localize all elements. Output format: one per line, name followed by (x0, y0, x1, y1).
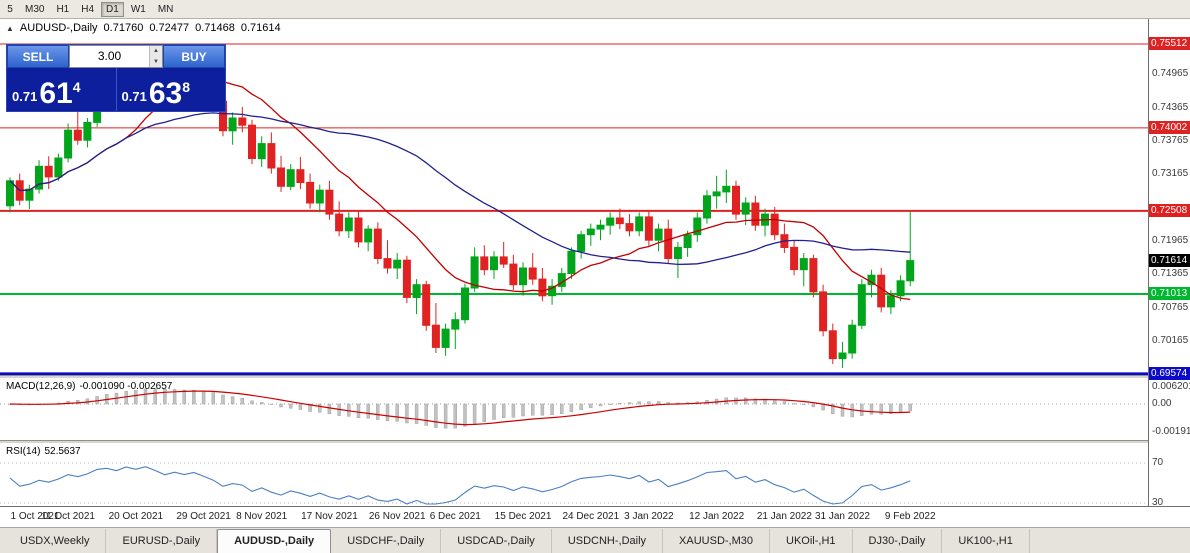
ohlc-open: 0.71760 (103, 22, 144, 34)
price-axis-tick: 0.74365 (1152, 101, 1189, 113)
timeframe-button-5[interactable]: 5 (7, 3, 13, 15)
time-axis-label: 24 Dec 2021 (562, 511, 620, 522)
price-axis-tick: 0.70765 (1152, 301, 1189, 313)
sell-button[interactable]: SELL (7, 45, 69, 68)
buy-price-prefix: 0.71 (121, 89, 147, 104)
timeframe-button-d1[interactable]: D1 (101, 1, 124, 17)
time-axis-label: 21 Jan 2022 (756, 511, 812, 522)
price-axis[interactable]: 0.74965 0.74365 0.73765 0.73165 0.71965 0.713… (1148, 19, 1190, 508)
volume-spinner: ▲ ▼ (149, 46, 162, 67)
trade-controls-row: SELL 3.00 ▲ ▼ BUY (7, 45, 225, 68)
timeframe-button-m30[interactable]: M30 (25, 3, 45, 15)
timeframe-toolbar: 5 M30 H1 H4 D1 W1 MN (0, 0, 1190, 19)
ohlc-high: 0.72477 (149, 22, 190, 34)
rsi-value: 52.5637 (44, 446, 81, 457)
tab-ukoil-h1[interactable]: UKOil-,H1 (770, 529, 853, 553)
time-axis-label: 15 Dec 2021 (494, 511, 552, 522)
rsi-axis-label: 70 (1152, 457, 1164, 468)
sell-price[interactable]: 0.71 61 4 (7, 68, 116, 111)
price-label-resistance-2: 0.74002 (1149, 120, 1190, 134)
macd-pane-canvas[interactable] (0, 379, 1148, 440)
price-label-support-green: 0.71013 (1149, 286, 1190, 300)
buy-price[interactable]: 0.71 63 8 (115, 68, 226, 111)
time-axis-label: 6 Dec 2021 (429, 511, 481, 522)
time-axis-label: 20 Oct 2021 (108, 511, 164, 522)
tab-xauusd-m30[interactable]: XAUUSD-,M30 (663, 529, 771, 553)
ohlc-low: 0.71468 (195, 22, 235, 34)
chart-symbol-label: AUDUSD-,Daily (19, 22, 98, 34)
macd-axis-label: 0.00 (1152, 398, 1172, 409)
tab-dj30-daily[interactable]: DJ30-,Daily (853, 529, 943, 553)
ohlc-close: 0.71614 (240, 22, 281, 34)
time-axis-label: 29 Oct 2021 (176, 511, 231, 522)
price-label-resistance-1: 0.75512 (1149, 37, 1190, 50)
buy-price-sup: 8 (182, 79, 190, 95)
macd-axis-label: -0.001919 (1152, 426, 1190, 437)
time-axis-label: 8 Nov 2021 (236, 511, 288, 522)
price-axis-tick: 0.73165 (1152, 168, 1189, 180)
one-click-trading-panel: SELL 3.00 ▲ ▼ BUY 0.71 61 4 0.71 63 8 (6, 44, 226, 112)
volume-input[interactable]: 3.00 ▲ ▼ (69, 45, 163, 68)
price-axis-tick: 0.71965 (1152, 235, 1189, 247)
sell-price-big: 61 (39, 77, 73, 110)
rsi-indicator-label: RSI(14) 52.5637 (6, 446, 85, 457)
sell-price-prefix: 0.71 (12, 89, 38, 104)
price-label-resistance-3: 0.72508 (1149, 203, 1190, 217)
trade-prices-row: 0.71 61 4 0.71 63 8 (7, 68, 225, 111)
rsi-name: RSI(14) (6, 446, 41, 457)
timeframe-button-w1[interactable]: W1 (130, 3, 146, 15)
time-axis-label: 3 Jan 2022 (624, 511, 674, 522)
pane-splitter[interactable] (0, 440, 1190, 444)
price-axis-tick: 0.71365 (1152, 268, 1189, 280)
pane-splitter[interactable] (0, 375, 1190, 379)
price-axis-tick: 0.74965 (1152, 68, 1189, 80)
rsi-pane-canvas[interactable] (0, 444, 1148, 506)
tab-usdchf-daily[interactable]: USDCHF-,Daily (331, 529, 442, 553)
timeframe-button-h1[interactable]: H1 (56, 3, 70, 15)
time-axis-label: 31 Jan 2022 (814, 511, 870, 522)
price-chart-canvas[interactable] (0, 19, 1148, 375)
collapse-icon[interactable]: ▲ (6, 23, 14, 33)
time-axis-label: 17 Nov 2021 (301, 511, 358, 522)
tab-usdcad-daily[interactable]: USDCAD-,Daily (441, 529, 552, 553)
price-label-support-blue: 0.69574 (1149, 366, 1190, 380)
last-price-label: 0.71614 (1149, 253, 1190, 267)
buy-price-big: 63 (148, 77, 183, 110)
time-axis-label: 11 Oct 2021 (41, 511, 95, 522)
macd-indicator-label: MACD(12,26,9) -0.001090 -0.002657 (6, 381, 176, 392)
tab-eurusd-daily[interactable]: EURUSD-,Daily (106, 529, 218, 553)
macd-values: -0.001090 -0.002657 (79, 381, 173, 392)
sell-price-sup: 4 (72, 79, 81, 95)
volume-decrease-icon[interactable]: ▼ (150, 56, 162, 67)
time-axis-label: 9 Feb 2022 (884, 511, 936, 522)
volume-value[interactable]: 3.00 (97, 49, 122, 63)
tab-usdcnh-daily[interactable]: USDCNH-,Daily (552, 529, 664, 553)
timeframe-button-mn[interactable]: MN (157, 3, 174, 15)
chart-title: ▲ AUDUSD-,Daily 0.71760 0.72477 0.71468 … (6, 22, 281, 34)
time-axis[interactable]: 1 Oct 2021 11 Oct 2021 20 Oct 2021 29 Oct 2… (0, 506, 1190, 527)
time-axis-label: 26 Nov 2021 (368, 511, 426, 522)
tab-audusd-daily[interactable]: AUDUSD-,Daily (217, 529, 332, 553)
time-axis-label: 12 Jan 2022 (689, 511, 745, 522)
tab-usdx-weekly[interactable]: USDX,Weekly (4, 529, 107, 553)
tab-uk100-h1[interactable]: UK100-,H1 (942, 529, 1030, 553)
timeframe-button-h4[interactable]: H4 (81, 3, 95, 15)
volume-increase-icon[interactable]: ▲ (150, 46, 162, 57)
chart-tab-bar: USDX,Weekly EURUSD-,Daily AUDUSD-,Daily USD… (0, 527, 1190, 553)
macd-name: MACD(12,26,9) (6, 381, 76, 392)
time-axis-label: 1 Oct 2021 (10, 511, 60, 522)
rsi-axis-label: 30 (1152, 497, 1164, 508)
macd-axis-label: 0.006201 (1152, 381, 1190, 392)
price-axis-tick: 0.70165 (1152, 335, 1189, 347)
price-axis-tick: 0.73765 (1152, 135, 1189, 147)
buy-button[interactable]: BUY (163, 45, 225, 68)
